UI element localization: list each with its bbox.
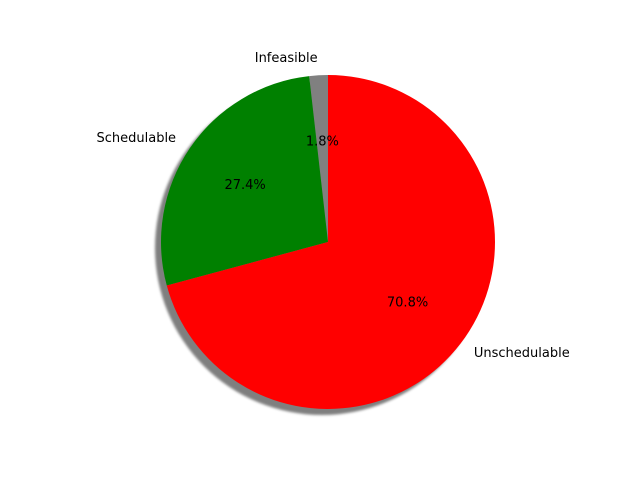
slice-percent-schedulable: 27.4%: [224, 178, 265, 193]
pie-slice-unschedulable: [166, 75, 496, 410]
labels-layer: Infeasible 1.8% Schedulable 27.4% Unschedula…: [96, 51, 569, 361]
slice-label-schedulable: Schedulable: [96, 131, 176, 146]
slice-percent-unschedulable: 70.8%: [387, 295, 428, 310]
pie-slice-schedulable: [161, 76, 328, 286]
slices-layer: [161, 75, 496, 410]
slice-percent-infeasible: 1.8%: [306, 134, 339, 149]
slice-label-unschedulable: Unschedulable: [474, 346, 570, 361]
slice-label-infeasible: Infeasible: [255, 51, 318, 66]
pie-slice-infeasible: [309, 75, 328, 242]
